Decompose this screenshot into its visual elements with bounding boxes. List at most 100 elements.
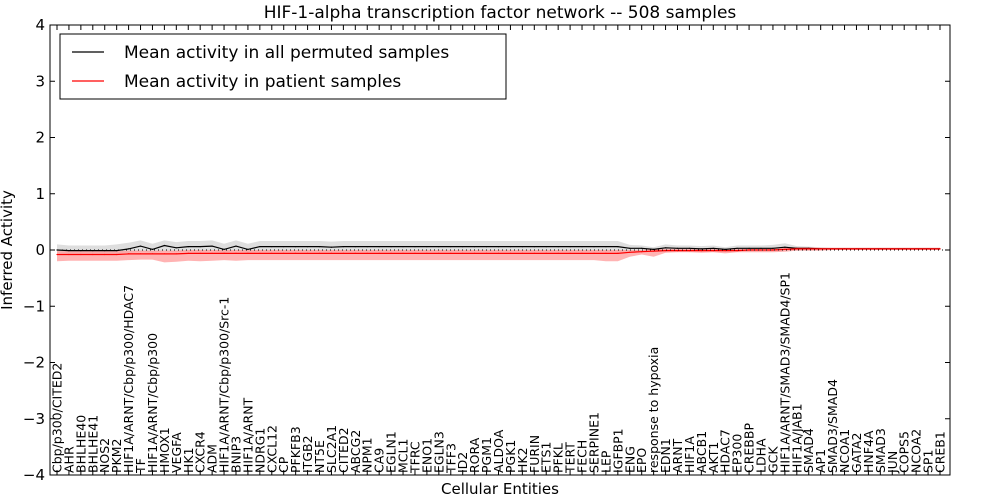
xtick-label: AKT1 <box>706 442 721 473</box>
point-series-0-45 <box>593 246 595 248</box>
ytick-label: 1 <box>35 185 45 203</box>
legend-box <box>59 33 507 100</box>
point-series-1-8 <box>151 253 154 255</box>
point-series-1-63 <box>808 248 810 250</box>
point-series-0-35 <box>474 246 476 248</box>
point-series-1-46 <box>605 252 607 254</box>
point-series-1-44 <box>581 252 583 254</box>
ytick-label: 4 <box>35 16 45 34</box>
xtick-label: NOS2 <box>97 438 112 473</box>
point-series-1-71 <box>903 248 905 250</box>
point-series-1-45 <box>593 252 595 254</box>
point-series-0-12 <box>199 246 201 248</box>
point-series-0-61 <box>784 246 786 248</box>
point-series-1-62 <box>796 248 798 250</box>
point-series-0-6 <box>128 248 130 250</box>
point-series-0-19 <box>283 246 285 248</box>
point-series-0-44 <box>581 246 583 248</box>
point-series-0-28 <box>390 246 392 248</box>
point-series-1-19 <box>283 252 285 254</box>
xtick-label: CXCR4 <box>193 431 208 473</box>
point-series-1-65 <box>832 248 834 250</box>
point-series-1-70 <box>891 248 893 250</box>
xtick-label: ENG <box>622 446 637 473</box>
point-series-1-24 <box>342 252 344 254</box>
point-series-1-2 <box>80 253 82 256</box>
point-series-0-10 <box>175 247 177 249</box>
point-series-0-21 <box>307 246 309 248</box>
point-series-0-54 <box>700 248 703 250</box>
point-series-0-26 <box>366 246 368 248</box>
point-series-0-0 <box>56 249 58 251</box>
point-series-1-0 <box>56 253 58 256</box>
point-series-0-37 <box>497 246 500 248</box>
point-series-1-12 <box>199 252 201 254</box>
point-series-1-28 <box>390 252 392 254</box>
xtick-label: RORA <box>467 437 482 473</box>
xtick-label: HIF1A/ARNT/SMAD3/SMAD4/SP1 <box>777 272 792 473</box>
xtick-label: SERPINE1 <box>587 412 602 473</box>
xtick-label: HIF1A/ARNT/Cbp/p300 <box>145 333 160 473</box>
xtick-label: response to hypoxia <box>646 347 661 473</box>
xtick-label: SLC2A1 <box>324 425 339 473</box>
point-series-1-58 <box>748 249 750 251</box>
point-series-1-59 <box>760 249 762 251</box>
point-series-0-9 <box>163 244 165 247</box>
point-series-0-23 <box>330 246 332 248</box>
point-series-0-27 <box>378 246 380 248</box>
point-series-1-23 <box>330 252 332 254</box>
xtick-label: GATA2 <box>849 433 864 473</box>
point-series-1-10 <box>175 253 177 255</box>
xtick-label: NCOA2 <box>909 429 924 473</box>
xtick-label: CXCL12 <box>264 425 279 473</box>
point-series-1-4 <box>104 253 106 256</box>
xtick-label: ALDOA <box>491 429 506 473</box>
point-series-1-9 <box>163 253 165 255</box>
xtick-label: ADM <box>205 444 220 473</box>
point-series-1-41 <box>545 252 547 254</box>
point-series-1-60 <box>772 249 774 251</box>
point-series-1-39 <box>521 252 524 254</box>
point-series-1-27 <box>378 252 380 254</box>
xtick-label: PKM2 <box>109 439 124 473</box>
ytick-label: −2 <box>23 354 45 372</box>
xtick-label: ETS1 <box>539 442 554 473</box>
point-series-0-5 <box>116 250 118 252</box>
point-series-1-36 <box>486 252 488 254</box>
xtick-label: HIF1A <box>682 436 697 473</box>
point-series-1-49 <box>641 251 643 253</box>
xtick-label: EGLN3 <box>431 431 446 473</box>
point-series-0-2 <box>80 250 82 252</box>
point-series-0-41 <box>545 246 547 248</box>
xtick-label: SMAD4 <box>801 428 816 473</box>
point-series-0-25 <box>354 246 356 248</box>
xtick-label: AHR <box>61 446 76 473</box>
point-series-0-11 <box>187 246 189 248</box>
xtick-label: VEGFA <box>169 432 184 473</box>
xtick-label: NT5E <box>312 440 327 473</box>
xtick-label: EGLN1 <box>384 431 399 473</box>
point-series-1-56 <box>724 250 726 252</box>
point-series-0-24 <box>342 246 344 248</box>
point-series-0-34 <box>462 246 464 248</box>
point-series-0-57 <box>736 247 738 249</box>
point-series-0-56 <box>724 248 726 250</box>
chart-title: HIF-1-alpha transcription factor network… <box>264 3 737 23</box>
point-series-1-67 <box>855 248 858 250</box>
xtick-label: Cbp/p300/CITED2 <box>50 363 65 473</box>
point-series-1-61 <box>784 248 786 250</box>
point-series-1-30 <box>414 252 416 254</box>
xtick-label: ID2 <box>455 452 470 473</box>
point-series-1-32 <box>438 252 440 254</box>
point-series-0-32 <box>438 246 440 248</box>
point-series-1-51 <box>665 250 667 252</box>
point-series-0-53 <box>688 247 691 249</box>
xtick-label: TERT <box>563 442 578 474</box>
point-series-1-48 <box>629 251 631 253</box>
point-series-0-36 <box>486 246 488 248</box>
xtick-label: CP <box>276 456 291 473</box>
point-series-0-7 <box>139 245 142 247</box>
xtick-label: HK1 <box>181 447 196 473</box>
point-series-1-11 <box>187 252 189 254</box>
